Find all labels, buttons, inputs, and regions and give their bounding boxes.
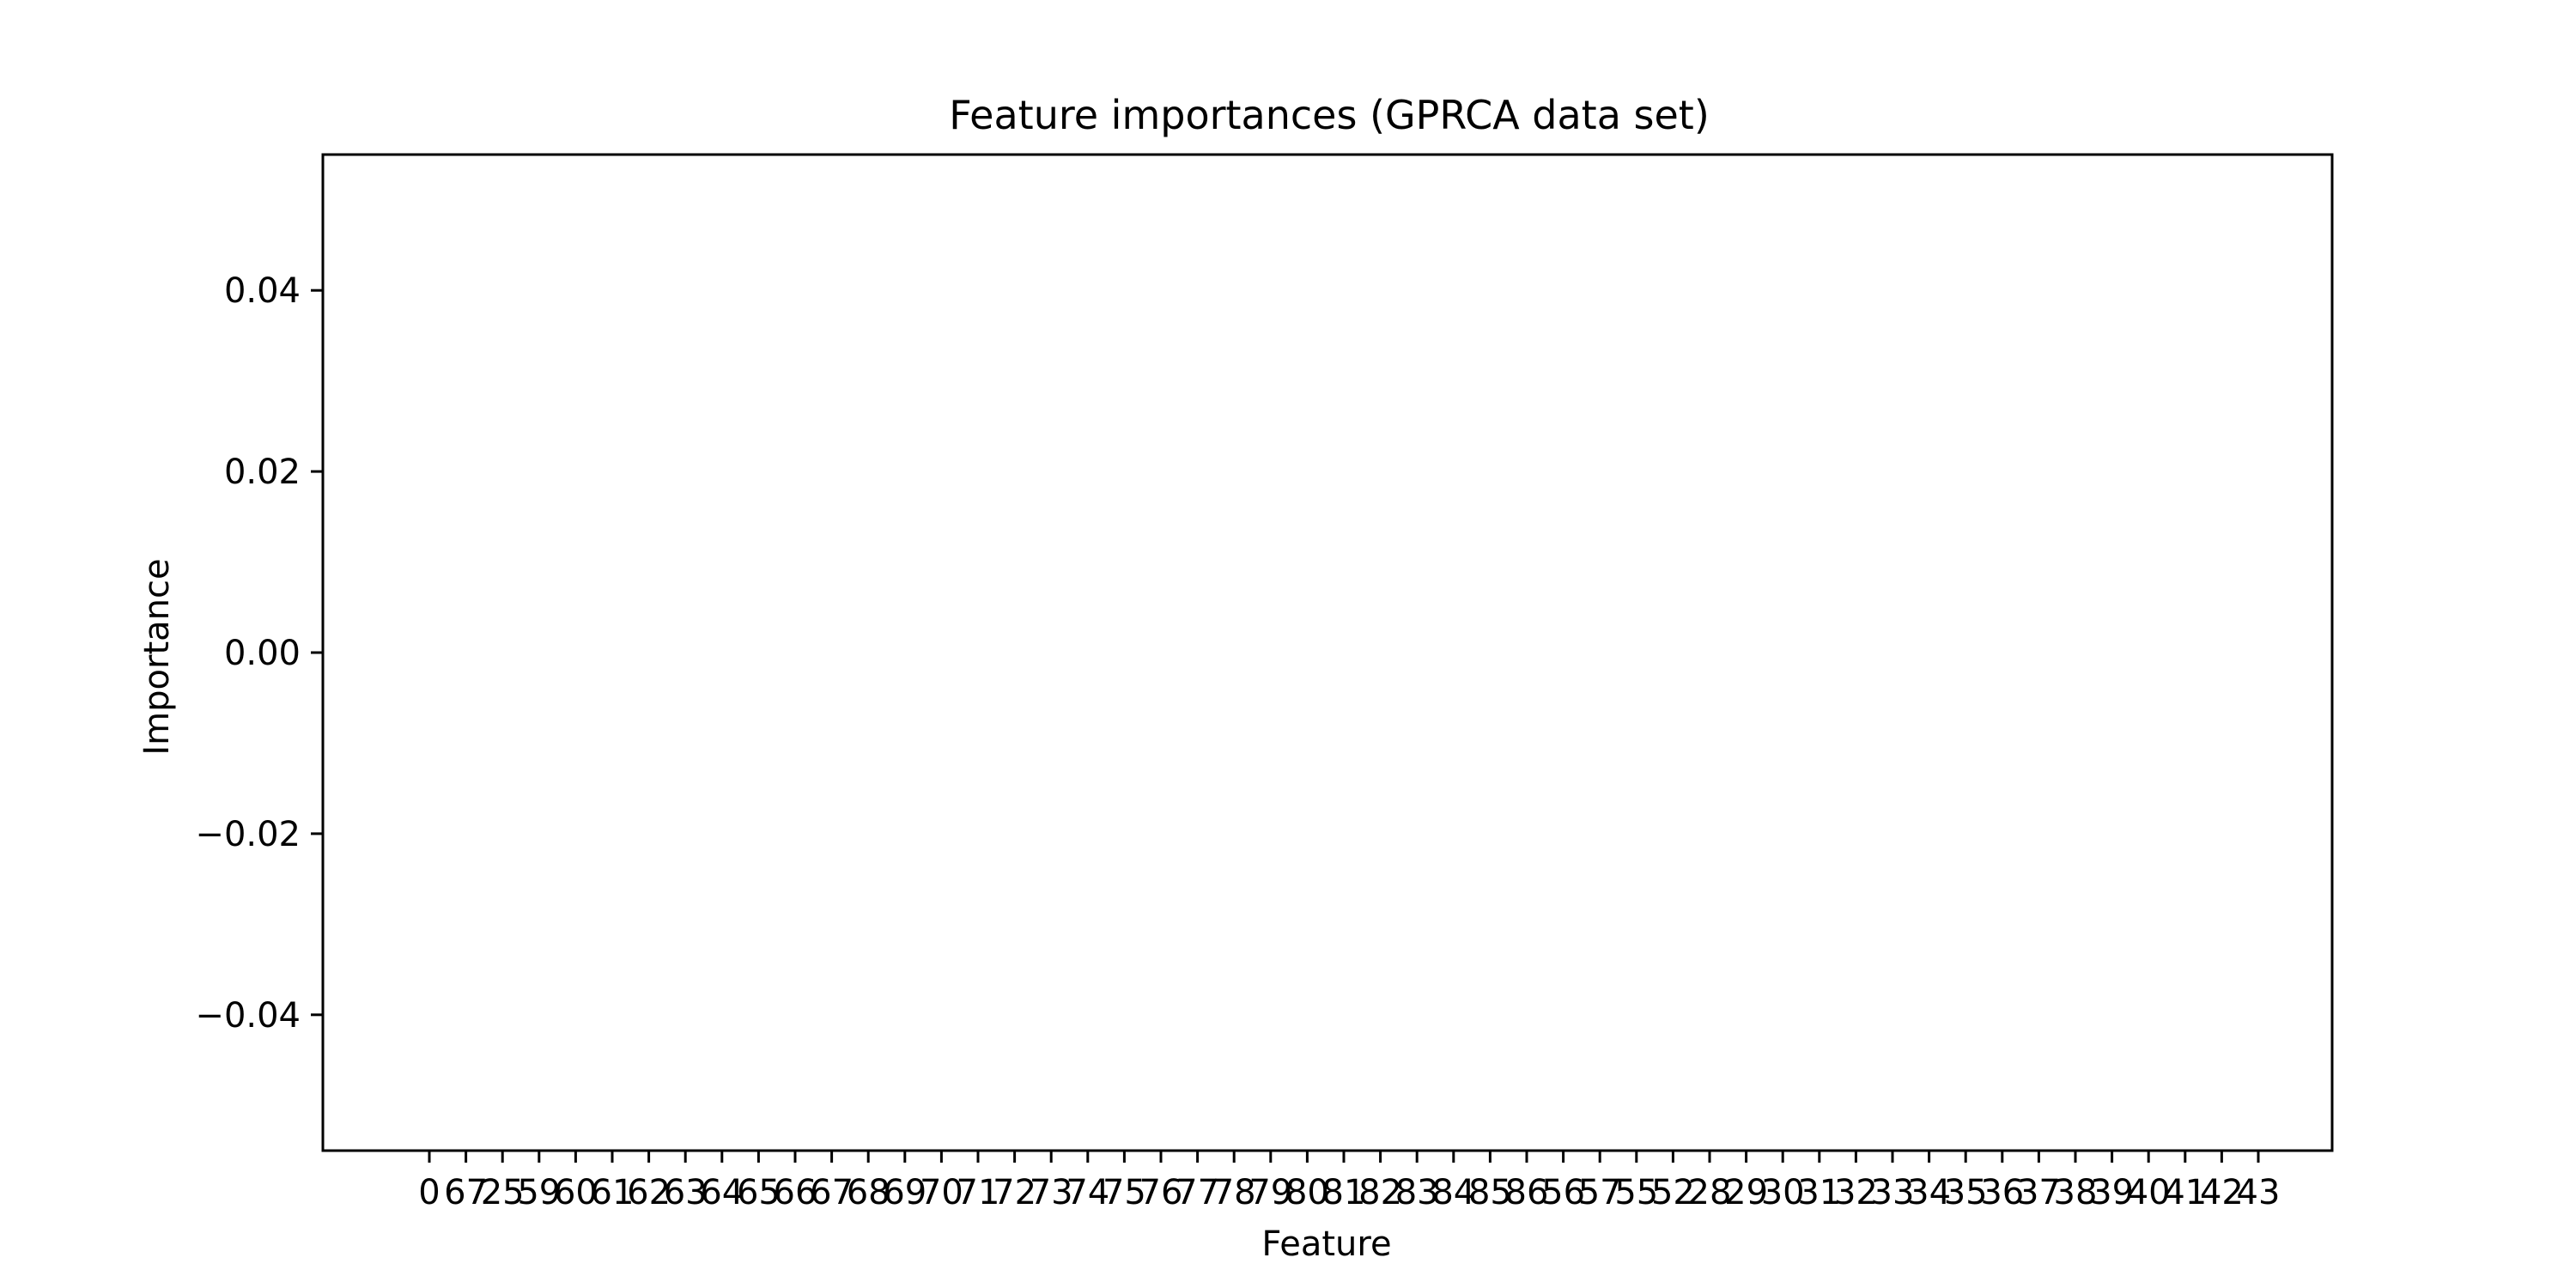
x-tick-label: 57: [1578, 1173, 1622, 1212]
x-tick-label: 52: [1651, 1173, 1695, 1212]
x-tick-label: 83: [1395, 1173, 1439, 1212]
x-tick-label: 86: [1505, 1173, 1549, 1212]
x-tick-label: 38: [2054, 1173, 2098, 1212]
x-tick-label: 64: [700, 1173, 744, 1212]
y-tick-label: −0.04: [195, 996, 301, 1036]
x-tick-label: 42: [2200, 1173, 2244, 1212]
x-tick-label: 0: [418, 1173, 440, 1212]
x-tick-label: 35: [1944, 1173, 1988, 1212]
x-tick-label: 71: [957, 1173, 1000, 1212]
x-tick-label: 34: [1907, 1173, 1951, 1212]
x-tick-label: 78: [1212, 1173, 1256, 1212]
x-tick-label: 56: [1541, 1173, 1585, 1212]
x-tick-label: 77: [1176, 1173, 1219, 1212]
x-tick-label: 70: [920, 1173, 963, 1212]
x-tick-label: 74: [1066, 1173, 1109, 1212]
x-tick-label: 25: [481, 1173, 525, 1212]
x-tick-label: 72: [993, 1173, 1036, 1212]
x-tick-label: 63: [664, 1173, 708, 1212]
x-tick-label: 39: [2090, 1173, 2134, 1212]
x-tick-label: 76: [1139, 1173, 1183, 1212]
x-tick-label: 81: [1322, 1173, 1366, 1212]
x-tick-label: 41: [2163, 1173, 2207, 1212]
x-tick-label: 32: [1834, 1173, 1878, 1212]
y-tick-label: −0.02: [195, 815, 301, 854]
x-axis-label: Feature: [1261, 1224, 1391, 1264]
x-tick-label: 37: [2017, 1173, 2061, 1212]
x-axis: 0 672559606162636465666768697071727374757…: [418, 1151, 2280, 1212]
y-tick-label: 0.02: [224, 453, 301, 492]
x-tick-label: 31: [1797, 1173, 1841, 1212]
y-axis-label: Importance: [137, 558, 177, 755]
x-tick-label: 75: [1103, 1173, 1146, 1212]
x-tick-label: 66: [774, 1173, 817, 1212]
x-tick-label: 79: [1249, 1173, 1292, 1212]
y-axis: 0.04 0.02 0.00 −0.02 −0.04: [195, 271, 323, 1036]
x-tick-label: 61: [591, 1173, 635, 1212]
x-tick-label: 60: [554, 1173, 598, 1212]
x-tick-label: 67: [444, 1173, 488, 1212]
x-tick-label: 36: [1980, 1173, 2024, 1212]
x-tick-label: 29: [1724, 1173, 1768, 1212]
x-tick-label: 62: [627, 1173, 671, 1212]
x-tick-label: 43: [2237, 1173, 2281, 1212]
x-tick-label: 40: [2127, 1173, 2171, 1212]
x-tick-label: 65: [737, 1173, 781, 1212]
x-tick-label: 85: [1468, 1173, 1512, 1212]
x-tick-label: 82: [1358, 1173, 1402, 1212]
x-tick-label: 59: [517, 1173, 561, 1212]
x-tick-label: 80: [1285, 1173, 1329, 1212]
plot-area: [321, 153, 2334, 1152]
x-tick-label: 67: [810, 1173, 854, 1212]
x-tick-label: 73: [1030, 1173, 1073, 1212]
y-tick-label: 0.04: [224, 271, 301, 311]
x-tick-label: 33: [1871, 1173, 1915, 1212]
x-tick-label: 28: [1688, 1173, 1732, 1212]
x-tick-label: 30: [1761, 1173, 1805, 1212]
x-tick-label: 68: [847, 1173, 890, 1212]
chart-title: Feature importances (GPRCA data set): [949, 92, 1710, 138]
x-tick-label: 84: [1431, 1173, 1475, 1212]
x-tick-label: 55: [1614, 1173, 1658, 1212]
x-tick-label: 69: [883, 1173, 927, 1212]
y-tick-label: 0.00: [224, 634, 301, 673]
